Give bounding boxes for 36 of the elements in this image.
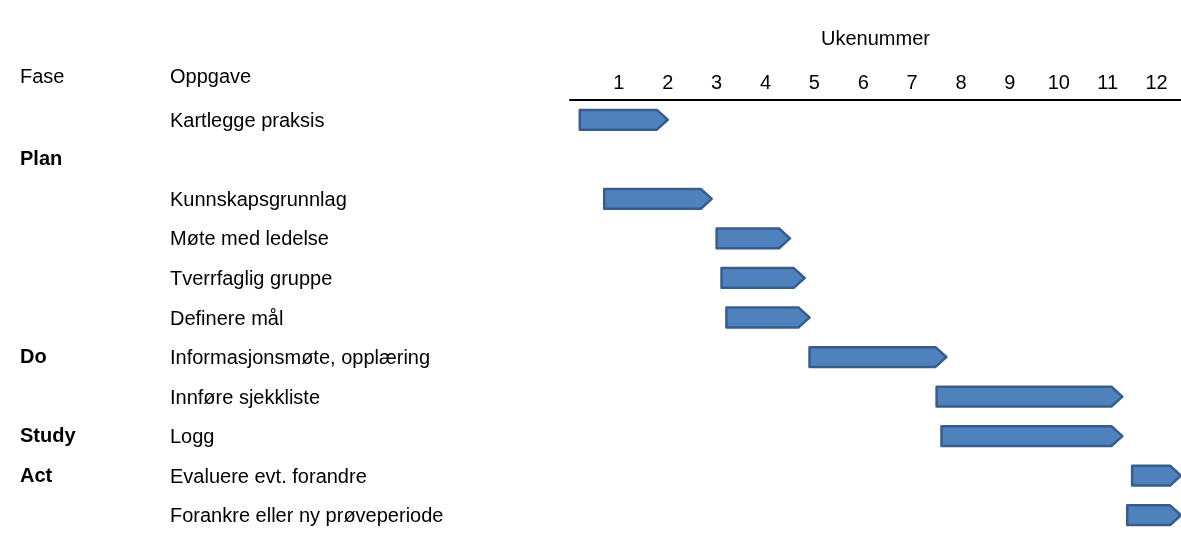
y-tick-label: Logg bbox=[170, 425, 215, 448]
x-tick-label: 2 bbox=[662, 71, 674, 93]
x-tick-label: 8 bbox=[955, 71, 967, 93]
text: Study bbox=[20, 424, 77, 447]
x-axis-title: Ukenummer bbox=[821, 27, 931, 49]
x-tick-label: 10 bbox=[1047, 71, 1070, 93]
y-tick-label: Forankre eller ny prøveperiode bbox=[170, 504, 444, 527]
y-axis-title: Oppgave bbox=[170, 65, 252, 87]
y-tick-label: Kunnskapsgrunnlag bbox=[170, 187, 347, 210]
y-tick-label: Definere mål bbox=[170, 306, 284, 329]
x-tick-label: 12 bbox=[1145, 71, 1168, 93]
x-tick-label: 3 bbox=[711, 71, 723, 93]
bar bbox=[602, 187, 713, 210]
x-tick-label: 7 bbox=[906, 71, 918, 93]
text: Plan bbox=[20, 147, 63, 170]
bar bbox=[940, 425, 1124, 448]
x-tick-label: 4 bbox=[759, 71, 772, 93]
y-tick-label: Møte med ledelse bbox=[170, 227, 329, 250]
x-tick-label: 5 bbox=[808, 71, 820, 93]
bar bbox=[578, 108, 670, 131]
text: Fase bbox=[20, 65, 65, 87]
text: Do bbox=[20, 345, 47, 368]
bar bbox=[720, 266, 806, 290]
text: Act bbox=[20, 463, 53, 486]
bar bbox=[808, 345, 948, 369]
x-tick-label: 1 bbox=[613, 71, 625, 93]
x-tick-label: 9 bbox=[1004, 71, 1016, 93]
y-tick-label: Kartlegge praksis bbox=[170, 108, 325, 131]
x-tick-label: 6 bbox=[857, 71, 869, 93]
y-tick-label: Innføre sjekkliste bbox=[170, 385, 321, 408]
bar bbox=[935, 385, 1124, 408]
y-tick-label: Tverrfaglig gruppe bbox=[170, 266, 333, 289]
y-tick-label: Evaluere evt. forandre bbox=[170, 464, 367, 487]
x-tick-label: 11 bbox=[1097, 71, 1119, 93]
bar bbox=[725, 306, 811, 329]
y-tick-label: Informasjonsmøte, opplæring bbox=[170, 346, 431, 369]
